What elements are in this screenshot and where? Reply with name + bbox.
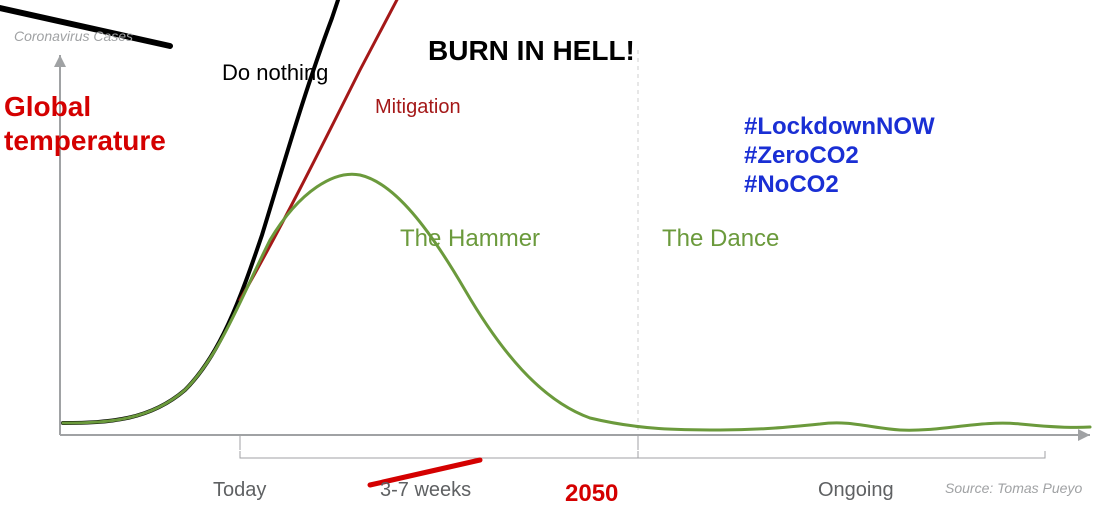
dance-label: The Dance xyxy=(662,225,779,254)
y-axis-arrow xyxy=(54,55,66,67)
mitigation-label: Mitigation xyxy=(375,95,461,119)
original-axis-title: Coronavirus Cases xyxy=(14,28,133,45)
ongoing-label: Ongoing xyxy=(818,478,894,502)
x-axis-arrow xyxy=(1078,429,1090,441)
year-label: 2050 xyxy=(565,480,618,509)
chart-svg xyxy=(0,0,1100,515)
burn-in-hell-label: BURN IN HELL! xyxy=(428,34,635,68)
today-label: Today xyxy=(213,478,266,502)
weeks-label: 3-7 weeks xyxy=(380,478,471,502)
source-label: Source: Tomas Pueyo xyxy=(945,480,1082,497)
hammer-bracket xyxy=(240,451,638,458)
new-axis-title: Global temperature xyxy=(4,90,166,157)
hammer-curve xyxy=(63,174,1090,430)
do-nothing-label: Do nothing xyxy=(222,60,328,86)
hashtags-label: #LockdownNOW #ZeroCO2 #NoCO2 xyxy=(744,113,935,199)
hammer-label: The Hammer xyxy=(400,225,540,254)
dance-bracket xyxy=(638,451,1045,458)
